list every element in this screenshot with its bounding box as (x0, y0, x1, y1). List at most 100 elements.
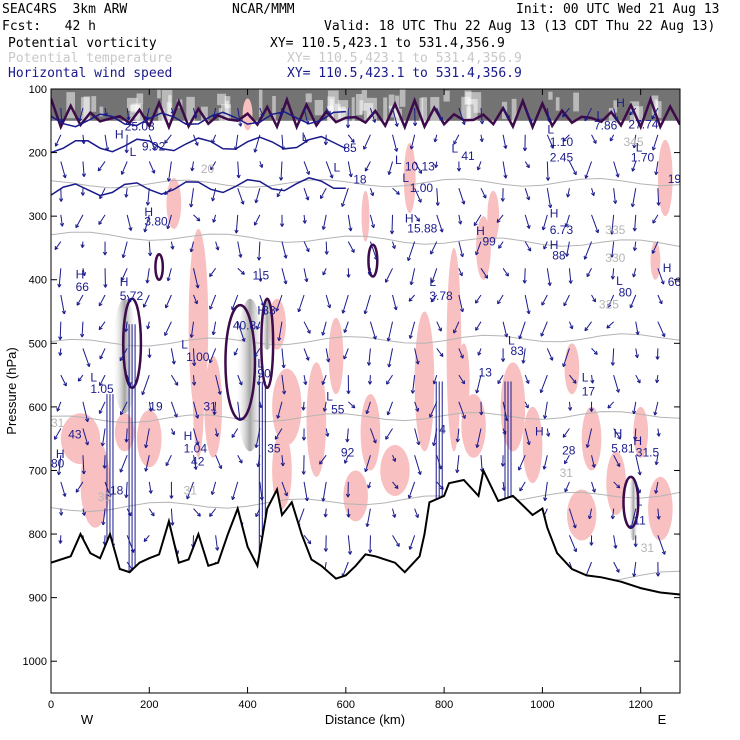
contour-value-label: 31 (560, 466, 574, 480)
wind-vector-head (633, 543, 638, 548)
wind-vector-head (539, 389, 544, 394)
y-tick-label: 800 (29, 529, 47, 541)
wind-vector-head (607, 303, 612, 308)
wind-vector (325, 428, 329, 437)
high-marker: H (56, 447, 65, 461)
field-pv-name: Potential vorticity (8, 36, 157, 51)
wind-vector (170, 241, 174, 250)
wind-vector (546, 268, 551, 286)
wind-vector-head (98, 302, 103, 307)
contour-value-label: 3.80 (144, 215, 168, 229)
wind-vector (59, 535, 62, 544)
contour-value-label: 1.00 (186, 350, 210, 364)
wind-vector-head (126, 116, 131, 121)
wind-vector-head (367, 271, 372, 276)
wind-vector-head (324, 251, 329, 255)
wind-vector (75, 214, 84, 228)
wind-vector-head (393, 306, 398, 311)
wind-vector-head (479, 120, 485, 125)
jet-streak (135, 103, 144, 137)
jet-streak (388, 94, 395, 109)
wind-vector-head (145, 201, 151, 206)
wind-vector (409, 321, 416, 339)
wind-vector-head (209, 305, 213, 310)
wind-vector-head (322, 271, 327, 276)
wind-vector (322, 214, 327, 230)
wind-vector (518, 455, 526, 471)
wind-vector-head (283, 280, 288, 285)
wind-vector-head (238, 253, 243, 258)
field-wind-name: Horizontal wind speed (8, 66, 173, 81)
wind-vector-head (350, 138, 355, 143)
low-marker: L (395, 153, 402, 167)
wind-vector-head (86, 363, 91, 368)
wind-vector (125, 428, 128, 443)
east-end-label: E (658, 712, 667, 727)
wind-vector-head (81, 272, 87, 277)
wind-vector-head (482, 194, 487, 199)
wind-vector-head (418, 169, 423, 174)
wind-vector-head (615, 388, 620, 393)
wind-vector-head (233, 146, 239, 151)
wind-vector (280, 108, 283, 116)
wind-vector (367, 481, 371, 489)
wind-vector-head (525, 404, 529, 409)
x-tick-label: 600 (337, 699, 355, 711)
wind-vector (436, 188, 439, 206)
wind-vector (125, 188, 128, 198)
wind-vector (612, 508, 615, 520)
wind-vector (254, 348, 261, 358)
wind-shade-blob (272, 368, 302, 446)
wind-vector-head (546, 118, 552, 123)
wind-vector-head (260, 112, 265, 117)
y-tick-label: 200 (29, 148, 47, 160)
wind-vector-head (370, 192, 375, 197)
wind-vector (99, 401, 106, 414)
wind-vector (613, 107, 618, 121)
wind-vector-head (656, 515, 661, 520)
contour-value-label: 35 (267, 442, 281, 456)
wind-vector (475, 241, 482, 256)
wind-vector-head (497, 380, 502, 385)
contour-value-label: 31 (641, 541, 655, 555)
wind-vector (524, 428, 530, 445)
wind-vector (193, 428, 199, 446)
wind-vector (524, 294, 530, 314)
wind-vector (613, 428, 621, 440)
wind-vector (126, 535, 135, 553)
wind-vector-head (562, 113, 566, 118)
wind-vector (611, 241, 615, 258)
wind-vector-head (387, 171, 392, 175)
wind-vector (297, 294, 305, 313)
contour-value-label: 27.74 (628, 117, 658, 131)
wind-vector (392, 187, 400, 195)
pv-contour (154, 253, 165, 281)
wind-vector-head (169, 495, 174, 499)
wind-vector (569, 374, 577, 384)
wind-vector (303, 321, 311, 334)
wind-vector-head (238, 122, 243, 127)
x-axis-label: Distance (km) (325, 712, 405, 727)
wind-vector-head (496, 218, 501, 223)
wind-vector-head (592, 298, 596, 303)
wind-vector (237, 267, 245, 275)
x-tick-label: 200 (140, 699, 158, 711)
west-end-label: W (81, 712, 94, 727)
wind-vector-head (305, 196, 310, 201)
wind-vector-head (616, 463, 621, 468)
field-theta-name: Potential temperature (8, 51, 173, 66)
wind-vector-head (389, 230, 395, 235)
wind-vector-head (234, 229, 239, 234)
high-marker: H (663, 261, 672, 275)
wind-vector (498, 241, 504, 249)
wind-vector-head (260, 302, 265, 307)
wind-vector (211, 188, 217, 202)
wind-vector (566, 241, 570, 257)
wind-vector (141, 374, 150, 395)
wind-vector-head (613, 116, 619, 121)
wind-vector-head (587, 515, 593, 520)
wind-vector-head (392, 514, 397, 518)
low-marker: L (90, 370, 97, 384)
wind-vector-head (120, 170, 125, 175)
contour-value-label: 18 (110, 484, 124, 498)
